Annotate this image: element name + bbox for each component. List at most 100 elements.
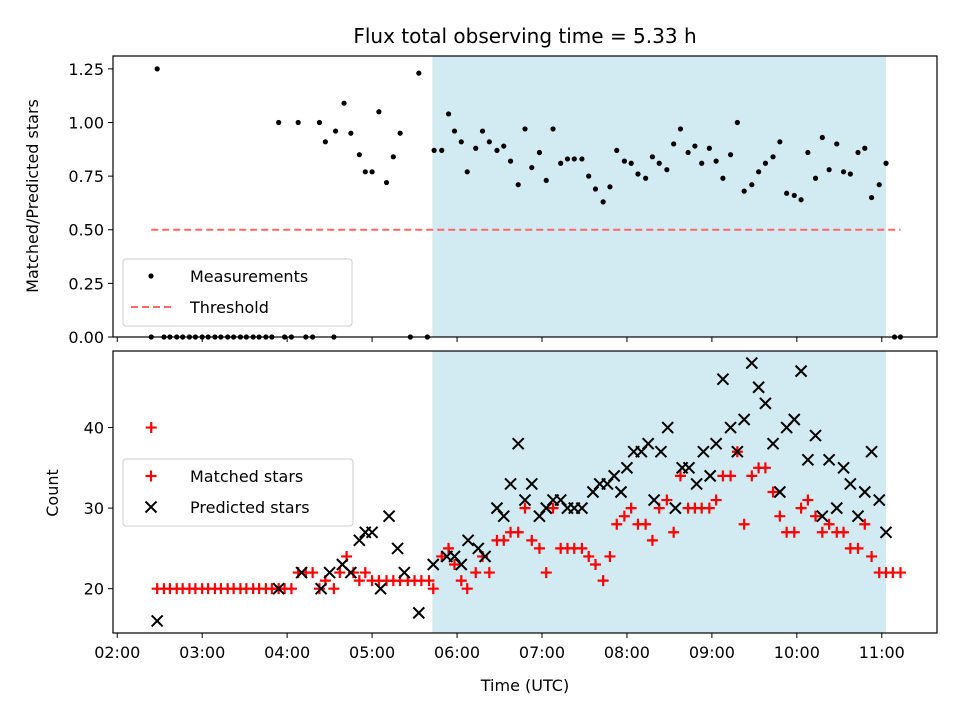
y-tick-label: 0.50 bbox=[68, 221, 104, 240]
measurement-point bbox=[699, 160, 705, 166]
matched-star-point bbox=[423, 575, 435, 587]
measurement-point bbox=[762, 160, 769, 166]
measurement-point bbox=[664, 167, 670, 173]
matched-star-point bbox=[307, 567, 319, 579]
predicted-star-point bbox=[851, 509, 865, 523]
top-panel: 0.00 0.25 0.50 0.75 1.00 1.25 Measurements Thre… bbox=[68, 55, 938, 347]
predicted-star-point bbox=[511, 437, 525, 450]
predicted-star-point bbox=[773, 485, 787, 499]
matched-star-point bbox=[810, 510, 822, 522]
measurement-point bbox=[522, 126, 528, 132]
predicted-star-point bbox=[427, 558, 440, 571]
y-tick-label: 1.00 bbox=[68, 113, 104, 132]
measurement-point bbox=[777, 139, 783, 145]
predicted-star-point bbox=[844, 477, 857, 491]
measurement-point bbox=[855, 149, 861, 156]
predicted-star-point bbox=[620, 461, 634, 475]
predicted-star-point bbox=[724, 421, 737, 434]
x-tick-label: 07:00 bbox=[519, 643, 565, 662]
measurement-point bbox=[356, 152, 362, 158]
legend-label: Matched stars bbox=[190, 467, 303, 486]
measurement-point bbox=[494, 147, 500, 153]
legend-label: Threshold bbox=[189, 298, 269, 317]
measurement-point bbox=[276, 119, 282, 126]
measurement-point bbox=[383, 179, 390, 186]
measurement-point bbox=[840, 169, 847, 175]
measurement-point bbox=[322, 139, 328, 145]
matched-star-point bbox=[334, 567, 346, 579]
measurement-point bbox=[348, 130, 354, 136]
x-tick-label: 11:00 bbox=[859, 643, 905, 662]
matched-star-point bbox=[866, 550, 878, 562]
matched-star-point bbox=[859, 518, 871, 530]
measurement-point bbox=[397, 130, 403, 136]
legend-measurement-swatch bbox=[148, 273, 154, 279]
x-tick-label: 09:00 bbox=[689, 643, 735, 662]
measurement-point bbox=[791, 192, 797, 199]
matched-star-point bbox=[483, 567, 495, 579]
x-tick-label: 05:00 bbox=[349, 643, 395, 662]
y-tick-label: 30 bbox=[84, 499, 104, 518]
predicted-star-point bbox=[716, 372, 730, 386]
predicted-star-point bbox=[709, 437, 723, 450]
predicted-star-point bbox=[752, 381, 765, 394]
measurement-point bbox=[656, 160, 662, 166]
measurement-point bbox=[628, 160, 634, 166]
measurement-point bbox=[756, 169, 762, 175]
measurement-point bbox=[458, 139, 464, 145]
predicted-star-point bbox=[858, 485, 872, 499]
matched-star-point bbox=[526, 534, 538, 546]
measurement-point bbox=[154, 66, 160, 72]
matched-star-point bbox=[802, 494, 814, 506]
predicted-star-point bbox=[504, 477, 517, 491]
measurement-point bbox=[706, 145, 712, 151]
predicted-star-point bbox=[788, 413, 801, 426]
predicted-star-point bbox=[323, 566, 336, 579]
y-tick-label: 0.00 bbox=[68, 328, 104, 347]
measurement-point bbox=[643, 175, 649, 181]
x-tick-label: 02:00 bbox=[94, 643, 140, 662]
measurement-point bbox=[692, 143, 698, 149]
predicted-star-point bbox=[816, 509, 829, 523]
predicted-star-point bbox=[344, 566, 358, 579]
matched-star-point bbox=[597, 575, 609, 587]
matched-star-point bbox=[285, 583, 297, 595]
predicted-star-point bbox=[272, 582, 285, 595]
predicted-star-point bbox=[737, 413, 751, 426]
measurement-point bbox=[614, 147, 620, 153]
legend-predicted-swatch bbox=[144, 500, 158, 514]
matched-star-point bbox=[436, 550, 448, 562]
legend: Matched stars Predicted stars bbox=[122, 458, 354, 527]
measurement-point bbox=[847, 171, 853, 177]
measurement-point bbox=[862, 145, 868, 151]
measurement-point bbox=[295, 119, 301, 126]
measurement-point bbox=[529, 164, 535, 171]
predicted-star-point bbox=[455, 558, 468, 571]
matched-star-point bbox=[816, 526, 828, 538]
legend-label: Predicted stars bbox=[190, 498, 310, 517]
measurement-point bbox=[579, 156, 585, 162]
matched-star-point bbox=[512, 526, 524, 538]
predicted-star-point bbox=[822, 453, 836, 466]
measurement-point bbox=[749, 182, 755, 188]
measurement-point bbox=[445, 111, 452, 117]
bottom-panel: 20 30 40 02:00 03:00 04:00 05:00 06:00 07:00 08:0… bbox=[84, 350, 938, 662]
predicted-star-point bbox=[865, 445, 878, 458]
y-tick-label: 1.25 bbox=[68, 60, 104, 79]
chart-title: Flux total observing time = 5.33 h bbox=[353, 24, 696, 48]
measurement-point bbox=[376, 109, 382, 115]
measurement-point bbox=[805, 149, 811, 156]
predicted-star-point bbox=[614, 485, 628, 499]
predicted-star-point bbox=[607, 469, 621, 483]
legend-box bbox=[122, 258, 353, 327]
measurement-point bbox=[770, 154, 776, 160]
matched-star-point bbox=[788, 526, 800, 538]
predicted-star-point bbox=[295, 566, 308, 579]
measurement-point bbox=[332, 128, 339, 134]
measurement-point bbox=[677, 126, 684, 132]
predicted-star-point bbox=[745, 356, 759, 370]
series-matched-stars bbox=[145, 422, 906, 595]
predicted-star-point bbox=[314, 582, 328, 595]
measurement-point bbox=[550, 126, 556, 132]
